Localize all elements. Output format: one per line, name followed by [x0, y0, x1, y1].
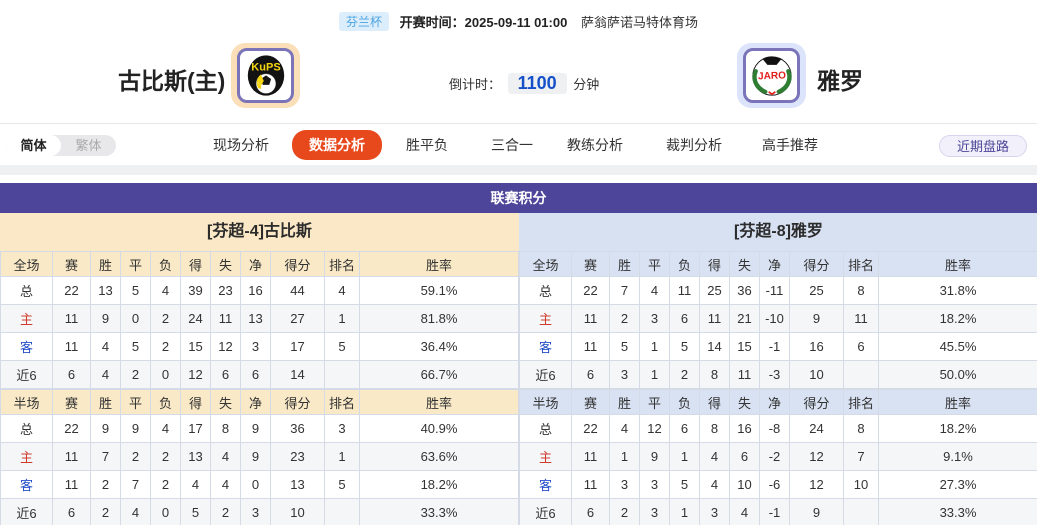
svg-text:KuPS: KuPS: [251, 61, 280, 73]
svg-text:JARO: JARO: [757, 70, 785, 82]
